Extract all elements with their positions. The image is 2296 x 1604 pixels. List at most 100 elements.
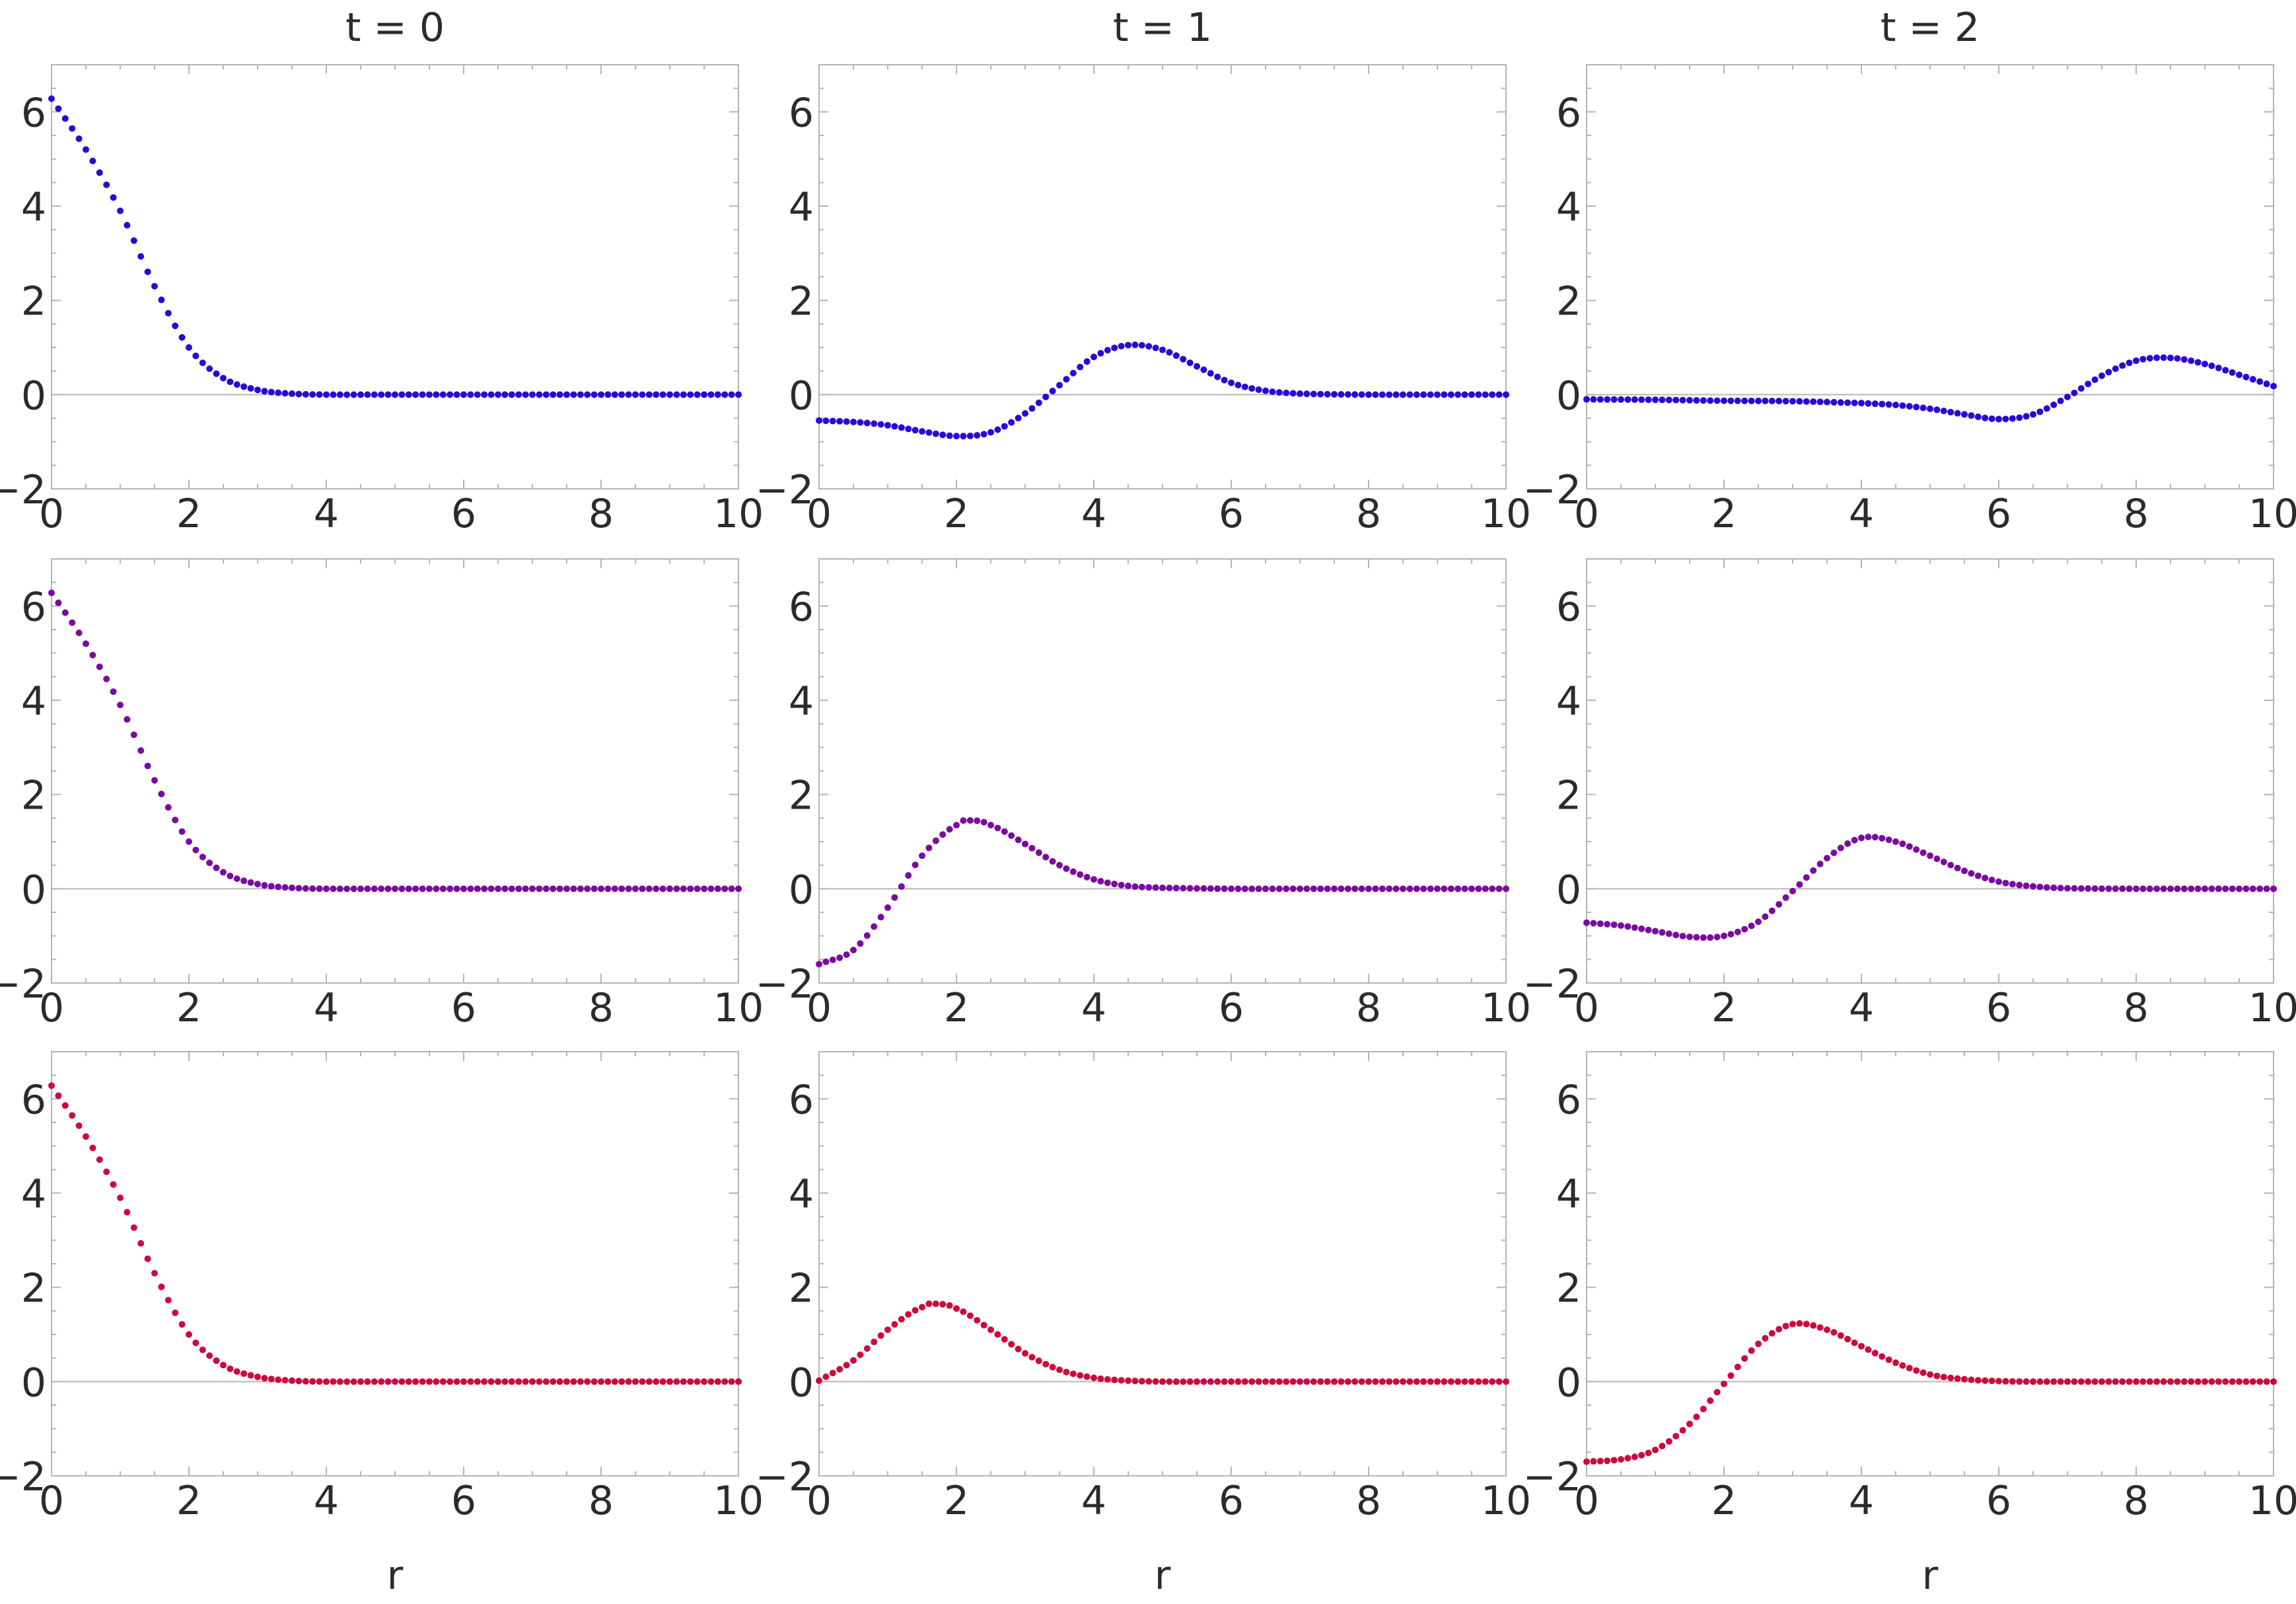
data-point bbox=[1475, 885, 1482, 893]
data-point bbox=[1131, 341, 1139, 348]
data-point bbox=[2126, 359, 2133, 367]
data-point bbox=[2180, 1378, 2188, 1385]
data-point bbox=[1344, 1378, 1351, 1385]
data-point bbox=[1707, 397, 1714, 404]
data-point bbox=[48, 1082, 55, 1089]
data-point bbox=[1892, 1359, 1899, 1366]
data-point bbox=[1727, 931, 1735, 938]
y-tick-label: −2 bbox=[756, 467, 814, 513]
data-point bbox=[508, 391, 515, 398]
data-point bbox=[1180, 885, 1187, 892]
data-point bbox=[1166, 885, 1173, 892]
data-point bbox=[426, 1378, 433, 1385]
data-point bbox=[953, 433, 960, 440]
data-point bbox=[2119, 885, 2126, 893]
data-point bbox=[953, 1305, 960, 1312]
data-point bbox=[2270, 383, 2277, 390]
data-point bbox=[281, 884, 289, 891]
data-point bbox=[1022, 840, 1028, 848]
y-tick-label: 6 bbox=[789, 90, 814, 136]
data-point bbox=[378, 391, 385, 398]
data-point bbox=[1679, 1427, 1686, 1434]
data-point bbox=[1489, 885, 1496, 893]
data-point bbox=[946, 826, 953, 833]
data-point bbox=[1303, 1378, 1310, 1385]
data-point bbox=[1172, 1378, 1180, 1385]
data-point bbox=[707, 1378, 715, 1385]
data-point bbox=[2236, 1378, 2242, 1385]
data-point bbox=[2242, 373, 2250, 381]
data-point bbox=[1659, 396, 1666, 404]
data-point bbox=[2043, 884, 2050, 891]
data-point bbox=[2071, 389, 2078, 396]
data-point bbox=[158, 1283, 165, 1290]
data-point bbox=[1489, 1378, 1496, 1385]
data-point bbox=[433, 1378, 440, 1385]
data-point bbox=[721, 885, 729, 893]
data-point bbox=[2133, 1378, 2139, 1385]
data-point bbox=[378, 885, 385, 893]
data-point bbox=[1434, 1378, 1441, 1385]
data-point bbox=[1028, 1354, 1036, 1361]
data-point bbox=[1755, 397, 1762, 404]
plot-frame bbox=[818, 1051, 1507, 1476]
data-point bbox=[932, 1300, 939, 1307]
data-point bbox=[357, 885, 364, 893]
data-point bbox=[2236, 885, 2242, 893]
data-point bbox=[925, 844, 933, 852]
y-tick-label: 6 bbox=[21, 584, 46, 630]
data-point bbox=[487, 1378, 495, 1385]
x-tick-label: 6 bbox=[1986, 491, 2011, 537]
data-point bbox=[302, 1377, 309, 1385]
data-point bbox=[1844, 399, 1851, 406]
data-point bbox=[1297, 390, 1303, 397]
data-point bbox=[1968, 412, 1975, 419]
data-point bbox=[1789, 1321, 1796, 1328]
data-point bbox=[1482, 885, 1489, 893]
data-point bbox=[178, 828, 186, 835]
data-point bbox=[529, 391, 536, 398]
data-point bbox=[639, 391, 646, 398]
data-point bbox=[2009, 881, 2016, 888]
data-point bbox=[158, 296, 165, 303]
data-point bbox=[48, 589, 55, 597]
data-point bbox=[1248, 885, 1256, 893]
data-point bbox=[2167, 1378, 2174, 1385]
data-point bbox=[1097, 877, 1104, 885]
data-point bbox=[240, 383, 248, 390]
data-point bbox=[110, 194, 117, 201]
data-point bbox=[884, 904, 891, 911]
data-point bbox=[96, 169, 103, 176]
data-point bbox=[1365, 1378, 1372, 1385]
x-tick-label: 0 bbox=[807, 491, 832, 537]
data-point bbox=[2208, 885, 2215, 893]
data-point bbox=[1638, 925, 1645, 932]
y-tick-label: 0 bbox=[1556, 1360, 1581, 1406]
data-point bbox=[1351, 885, 1359, 893]
data-point bbox=[1495, 391, 1503, 398]
data-point bbox=[1899, 840, 1906, 848]
data-point bbox=[96, 1156, 103, 1163]
data-point bbox=[343, 885, 351, 893]
data-point bbox=[1166, 1378, 1173, 1385]
data-point bbox=[2030, 883, 2036, 890]
data-point bbox=[137, 253, 145, 260]
data-point bbox=[1159, 884, 1166, 891]
data-point bbox=[2119, 362, 2126, 369]
data-point bbox=[2126, 1378, 2133, 1385]
y-tick-label: 4 bbox=[1556, 678, 1581, 725]
data-point bbox=[1186, 885, 1194, 892]
data-point bbox=[1152, 344, 1159, 351]
data-point bbox=[2256, 885, 2264, 893]
data-point bbox=[1590, 920, 1597, 927]
data-point bbox=[1851, 399, 1858, 406]
data-point bbox=[336, 1378, 343, 1385]
data-point bbox=[474, 885, 481, 893]
data-point bbox=[680, 1378, 687, 1385]
data-point bbox=[268, 1375, 275, 1383]
data-point bbox=[2249, 1378, 2256, 1385]
data-point bbox=[1310, 1378, 1317, 1385]
data-point bbox=[816, 961, 822, 968]
